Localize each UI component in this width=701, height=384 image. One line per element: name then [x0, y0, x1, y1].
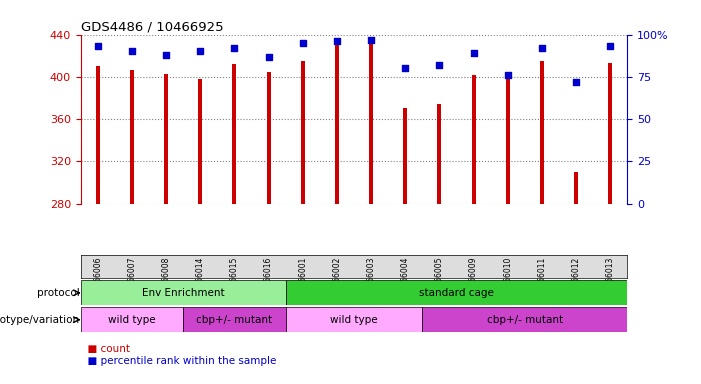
Bar [505, 77, 510, 204]
Bar [81, 307, 183, 332]
Text: GSM766002: GSM766002 [332, 257, 341, 303]
Bar [403, 108, 407, 204]
Bar [95, 66, 100, 204]
Point [126, 48, 137, 55]
Text: GSM766005: GSM766005 [435, 257, 444, 303]
Point [434, 62, 445, 68]
Point [92, 43, 103, 50]
Text: GSM766011: GSM766011 [538, 257, 547, 303]
Text: GSM766009: GSM766009 [469, 257, 478, 303]
Text: genotype/variation: genotype/variation [0, 314, 80, 325]
Text: cbp+/- mutant: cbp+/- mutant [486, 314, 563, 325]
Text: GSM766012: GSM766012 [571, 257, 580, 303]
Text: ■ percentile rank within the sample: ■ percentile rank within the sample [81, 356, 276, 366]
Bar [369, 40, 373, 204]
Text: GSM766004: GSM766004 [401, 257, 410, 303]
Point [536, 45, 547, 51]
Text: GSM766007: GSM766007 [128, 257, 137, 303]
Bar [574, 172, 578, 204]
Bar [335, 45, 339, 204]
Text: wild type: wild type [330, 314, 378, 325]
Text: GSM766015: GSM766015 [230, 257, 239, 303]
Point [605, 43, 616, 50]
Bar [472, 74, 476, 204]
Point [468, 50, 479, 56]
Bar [266, 71, 271, 204]
Point [365, 36, 376, 43]
Bar [198, 79, 203, 204]
Text: GSM766014: GSM766014 [196, 257, 205, 303]
Point [195, 48, 206, 55]
Point [263, 53, 274, 60]
Bar [608, 63, 613, 204]
Text: GSM766008: GSM766008 [161, 257, 170, 303]
Text: GSM766006: GSM766006 [93, 257, 102, 303]
Text: GSM766001: GSM766001 [298, 257, 307, 303]
Bar [81, 280, 286, 305]
Point [332, 38, 343, 45]
Bar [232, 64, 236, 204]
Text: protocol: protocol [37, 288, 80, 298]
Bar [286, 280, 627, 305]
Point [297, 40, 308, 46]
Bar [130, 70, 134, 204]
Bar [183, 307, 286, 332]
Text: wild type: wild type [108, 314, 156, 325]
Text: GSM766013: GSM766013 [606, 257, 615, 303]
Bar [301, 61, 305, 204]
Bar [286, 307, 422, 332]
Text: GSM766003: GSM766003 [367, 257, 376, 303]
Text: cbp+/- mutant: cbp+/- mutant [196, 314, 273, 325]
Text: GSM766016: GSM766016 [264, 257, 273, 303]
Point [571, 79, 582, 85]
Point [229, 45, 240, 51]
Point [161, 52, 172, 58]
Bar [422, 307, 627, 332]
Point [502, 72, 513, 78]
Text: Env Enrichment: Env Enrichment [142, 288, 224, 298]
Text: GSM766010: GSM766010 [503, 257, 512, 303]
Bar [437, 104, 442, 204]
Text: GDS4486 / 10466925: GDS4486 / 10466925 [81, 20, 223, 33]
Bar [164, 74, 168, 204]
Point [400, 65, 411, 71]
Text: standard cage: standard cage [419, 288, 494, 298]
Bar [540, 61, 544, 204]
Text: ■ count: ■ count [81, 344, 130, 354]
